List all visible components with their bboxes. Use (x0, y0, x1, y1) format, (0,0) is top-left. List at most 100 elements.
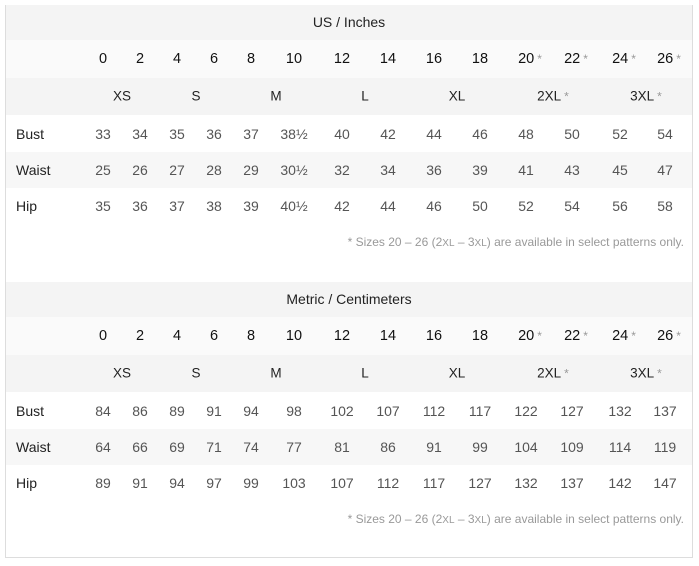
measurement-cell: 41 (518, 162, 534, 178)
measurement-cell: 30½ (280, 162, 308, 178)
measurement-cell: 34 (380, 162, 396, 178)
table-title: US / Inches (312, 14, 386, 30)
measurement-cell: 58 (657, 198, 673, 214)
asterisk: * (564, 366, 569, 381)
measurement-cell: 26 (132, 162, 148, 178)
letter-size-header: XL (449, 89, 466, 104)
measurement-cell: 127 (560, 403, 584, 419)
letter-size: 3XL (630, 365, 655, 381)
size-header: 6 (210, 51, 218, 67)
size-number: 2 (135, 51, 145, 67)
measurement-cell: 52 (518, 198, 534, 214)
asterisk: * (676, 329, 681, 343)
letter-size: XL (448, 365, 466, 381)
asterisk: * (537, 329, 542, 343)
letter-size-header: S (191, 366, 200, 381)
row-label: Bust (16, 126, 45, 142)
footnote-text: – 3 (454, 512, 475, 526)
measurement-cell: 45 (612, 162, 628, 178)
letter-size-header: XS (113, 89, 131, 104)
measurement-cell: 71 (206, 439, 222, 455)
letter-size-header: XL (449, 366, 466, 381)
measurement-cell: 112 (422, 403, 446, 419)
asterisk: * (676, 52, 681, 66)
measurement-cell: 99 (243, 475, 259, 491)
letter-size: L (361, 365, 369, 381)
size-header: 20 * (518, 51, 542, 67)
measurement-cell: 40 (334, 126, 350, 142)
measurement-cell: 46 (472, 126, 488, 142)
size-header: 8 (247, 328, 255, 344)
row-band (6, 392, 692, 429)
size-number: 10 (285, 51, 303, 67)
measurement-cell: 39 (243, 198, 259, 214)
size-header: 0 (99, 51, 107, 67)
size-header: 24 * (612, 328, 636, 344)
footnote-text: XL (474, 238, 487, 249)
measurement-cell: 98 (286, 403, 302, 419)
size-number: 8 (246, 51, 256, 67)
size-number: 26 (657, 51, 674, 67)
footnote-text: * Sizes 20 – 26 (2 (347, 512, 443, 526)
letter-size: XS (112, 365, 132, 381)
measurement-cell: 35 (95, 198, 111, 214)
size-number: 6 (209, 328, 219, 344)
measurement-cell: 112 (376, 475, 400, 491)
measurement-cell: 28 (206, 162, 222, 178)
size-header: 26 * (657, 51, 681, 67)
size-number: 0 (98, 51, 108, 67)
letter-size: M (270, 88, 282, 104)
size-header: 26 * (657, 328, 681, 344)
footnote-text: ) are available in select patterns only. (486, 235, 684, 249)
size-header: 24 * (612, 51, 636, 67)
measurement-cell: 50 (564, 126, 580, 142)
size-header: 2 (136, 328, 144, 344)
measurement-cell: 25 (95, 162, 111, 178)
size-number: 26 (657, 328, 674, 344)
size-number: 16 (425, 328, 443, 344)
letter-size-header: L (361, 89, 369, 104)
letter-size-header: S (191, 89, 200, 104)
letter-size: XS (112, 88, 132, 104)
size-number: 20 (518, 51, 535, 67)
letter-size-header: 2XL * (537, 89, 569, 104)
measurement-cell: 86 (132, 403, 148, 419)
measurement-cell: 36 (132, 198, 148, 214)
asterisk: * (537, 52, 542, 66)
letter-size: M (270, 365, 282, 381)
measurement-cell: 77 (286, 439, 302, 455)
footnote-text: XL (474, 515, 487, 526)
measurement-cell: 36 (426, 162, 442, 178)
measurement-cell: 36 (206, 126, 222, 142)
size-number: 12 (333, 328, 351, 344)
letter-size: 3XL (630, 88, 655, 104)
measurement-cell: 39 (472, 162, 488, 178)
measurement-cell: 38 (206, 198, 222, 214)
measurement-cell: 94 (243, 403, 259, 419)
letter-size: L (361, 88, 369, 104)
title-band (6, 282, 692, 317)
measurement-cell: 99 (472, 439, 488, 455)
size-number: 10 (285, 328, 303, 344)
letters-band (6, 78, 692, 115)
size-header: 6 (210, 328, 218, 344)
measurement-cell: 27 (169, 162, 185, 178)
measurement-cell: 122 (514, 403, 538, 419)
footnote-text: XL (442, 515, 455, 526)
footnote-text: – 3 (454, 235, 475, 249)
measurement-cell: 44 (426, 126, 442, 142)
measurement-cell: 127 (468, 475, 492, 491)
size-number: 18 (471, 51, 489, 67)
size-header: 20 * (518, 328, 542, 344)
measurement-cell: 94 (169, 475, 185, 491)
measurement-cell: 29 (243, 162, 259, 178)
measurement-cell: 117 (468, 403, 492, 419)
size-number: 14 (379, 328, 397, 344)
measurement-cell: 132 (514, 475, 538, 491)
asterisk: * (583, 329, 588, 343)
row-band (6, 429, 692, 465)
size-header: 10 (286, 328, 302, 344)
measurement-cell: 66 (132, 439, 148, 455)
measurement-cell: 37 (243, 126, 259, 142)
measurement-cell: 56 (612, 198, 628, 214)
